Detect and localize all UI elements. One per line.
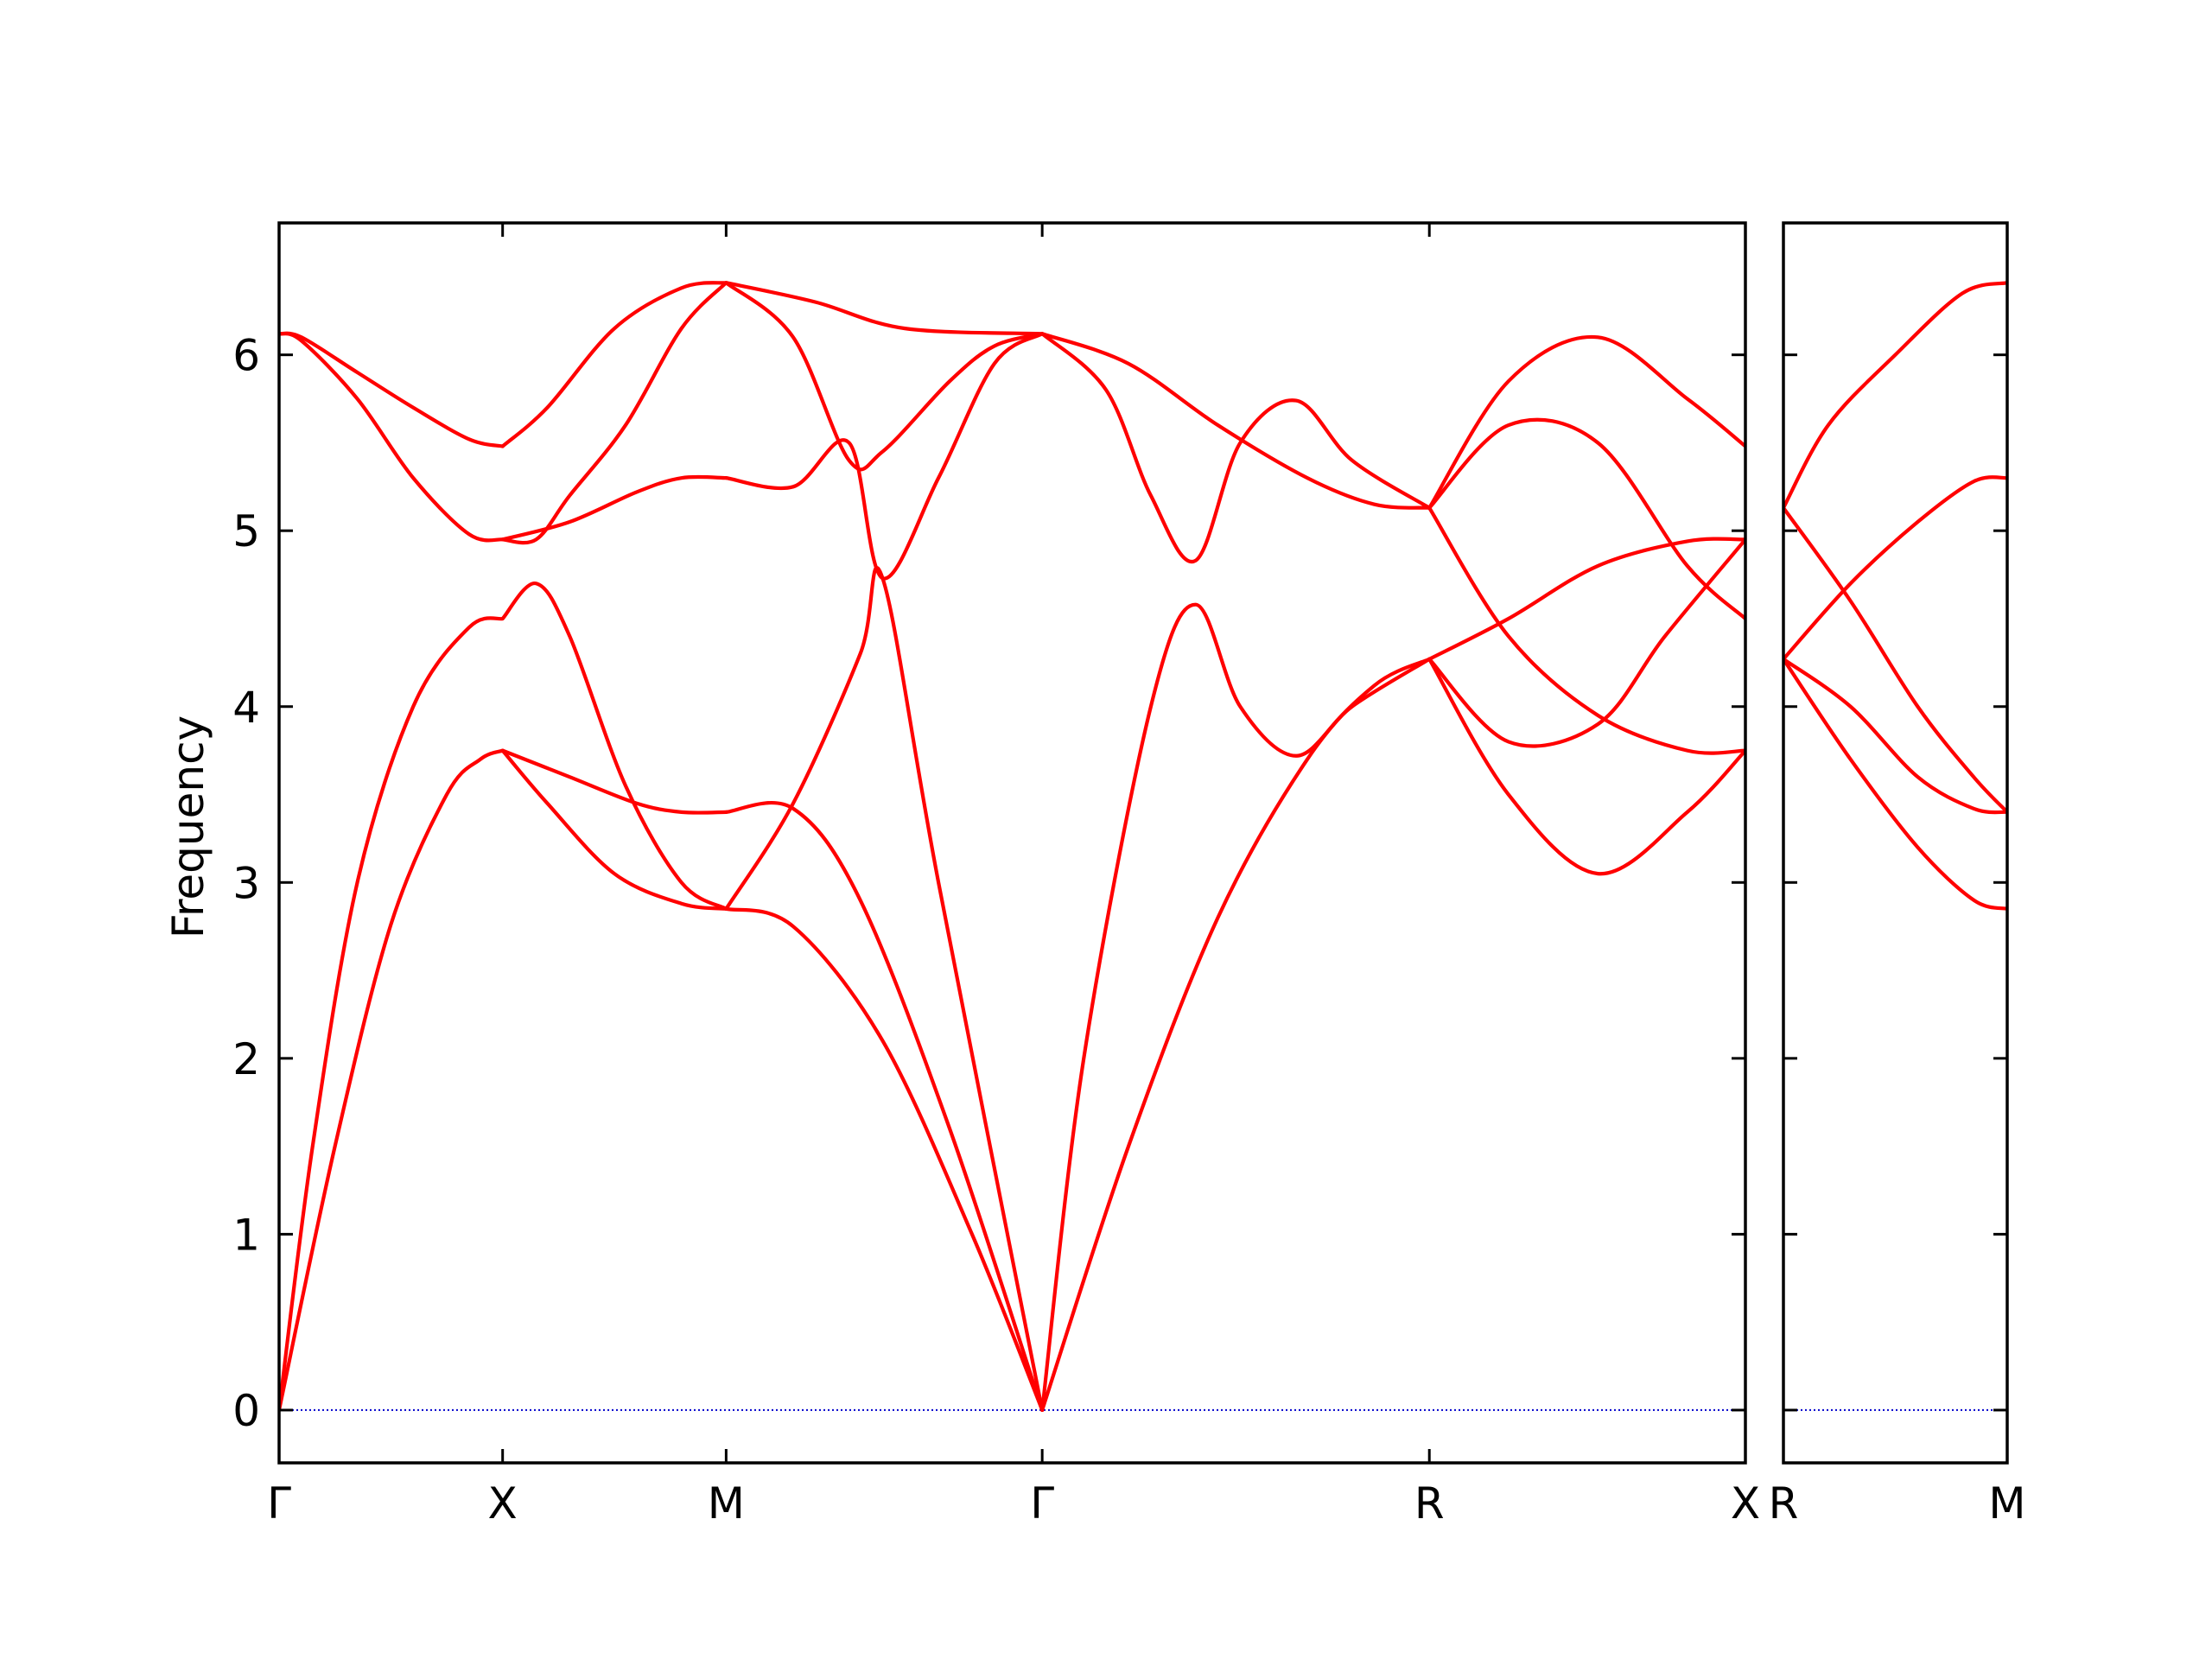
band-line	[500, 474, 728, 542]
x-tick-label: Γ	[1030, 1478, 1054, 1529]
band-line	[1427, 657, 1745, 876]
band-line	[1040, 657, 1432, 1413]
band-line	[1040, 602, 1432, 1413]
y-tick-label: 4	[232, 683, 260, 733]
y-tick-label: 6	[232, 331, 260, 381]
band-line	[1427, 417, 1745, 621]
y-tick-label: 1	[232, 1210, 260, 1260]
band-line	[279, 616, 505, 1413]
band-line	[279, 748, 505, 1413]
band-line	[1783, 475, 2007, 661]
x-tick-label: X	[1731, 1478, 1760, 1529]
band-line	[500, 582, 728, 911]
y-tick-label: 5	[232, 506, 260, 556]
band-line	[1040, 332, 1432, 564]
band-line	[1427, 505, 1745, 755]
band-line	[500, 748, 728, 911]
y-tick-label: 0	[232, 1386, 260, 1436]
band-line	[500, 281, 728, 448]
x-tick-label: R	[1414, 1478, 1445, 1529]
y-tick-label: 3	[232, 858, 260, 908]
bands	[1783, 281, 2007, 911]
panel-1: 0 1 2 3 4 5 6 Γ X M Γ R X	[232, 221, 1760, 1529]
band-line	[724, 800, 1045, 1413]
band-line	[1783, 505, 2007, 814]
band-line	[724, 281, 1045, 472]
band-line	[724, 906, 1045, 1413]
band-line	[500, 281, 728, 545]
band-line	[279, 331, 505, 448]
plot-frame	[277, 221, 1747, 1465]
x-tick-label: X	[488, 1478, 518, 1529]
band-line	[1427, 537, 1745, 661]
band-line	[724, 566, 1045, 1413]
band-line	[1783, 657, 2007, 911]
x-tick-label: R	[1769, 1478, 1799, 1529]
band-line	[1783, 657, 2007, 815]
x-tick-label: Γ	[267, 1478, 291, 1529]
band-line	[724, 281, 1045, 336]
x-tick-label: M	[1988, 1478, 2025, 1529]
plot-frame	[1782, 221, 2009, 1465]
y-tick-label: 2	[232, 1034, 260, 1084]
y-axis-label: Frequency	[163, 715, 213, 938]
x-tick-label: M	[708, 1478, 745, 1529]
band-line	[1427, 334, 1745, 510]
band-line	[724, 332, 1045, 581]
band-line	[1040, 332, 1432, 510]
band-line	[1783, 281, 2007, 510]
bands	[279, 281, 1745, 1413]
band-line	[279, 331, 505, 543]
band-line	[1427, 537, 1745, 748]
